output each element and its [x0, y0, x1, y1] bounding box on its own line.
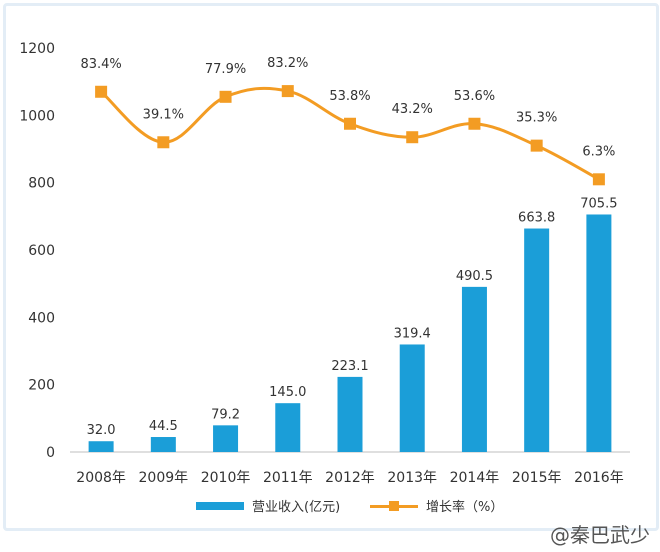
y-tick-label: 200: [28, 378, 55, 394]
bar-value-label: 145.0: [269, 385, 306, 400]
bar-value-label: 705.5: [580, 196, 617, 211]
legend-item-revenue: 营业收入(亿元): [196, 496, 340, 515]
bar-value-label: 79.2: [211, 407, 240, 422]
growth-marker: [530, 139, 543, 152]
legend-item-growth: 增长率（%）: [370, 496, 503, 515]
bar: [150, 437, 176, 452]
x-tick-label: 2008年: [76, 470, 126, 486]
growth-value-label: 77.9%: [205, 62, 246, 77]
bar: [461, 286, 487, 452]
growth-value-label: 6.3%: [582, 144, 615, 159]
y-tick-label: 400: [28, 310, 55, 326]
x-tick-label: 2014年: [450, 470, 500, 486]
growth-marker: [281, 85, 294, 98]
bar: [275, 403, 301, 452]
growth-marker: [468, 117, 481, 130]
bar-value-label: 663.8: [518, 211, 555, 226]
x-tick-label: 2011年: [263, 470, 313, 486]
growth-value-label: 53.8%: [329, 89, 370, 104]
x-tick-label: 2015年: [512, 470, 562, 486]
bar: [399, 344, 425, 452]
growth-marker: [157, 136, 170, 149]
growth-value-label: 39.1%: [143, 107, 184, 122]
y-tick-label: 800: [28, 176, 55, 192]
growth-value-label: 43.2%: [392, 102, 433, 117]
y-tick-label: 0: [46, 445, 55, 461]
legend-label-growth: 增长率（%）: [426, 500, 504, 515]
bar: [524, 228, 550, 452]
growth-marker: [592, 173, 605, 186]
x-tick-label: 2010年: [201, 470, 251, 486]
combo-chart: 0 200 400 600 800 1000 1200 32.0 2008年 44.5 2009年 7…: [19, 41, 630, 486]
growth-value-label: 83.2%: [267, 56, 308, 71]
y-tick-label: 1200: [19, 41, 55, 57]
bar-value-label: 319.4: [394, 326, 431, 341]
x-tick-label: 2012年: [325, 470, 375, 486]
bar-value-label: 44.5: [149, 419, 178, 434]
x-tick-label: 2016年: [574, 470, 624, 486]
growth-marker: [219, 90, 232, 103]
legend-swatch-bar: [196, 501, 244, 510]
legend: 营业收入(亿元) 增长率（%）: [0, 496, 660, 520]
bar-value-label: 223.1: [331, 359, 368, 374]
bar-value-label: 32.0: [87, 423, 116, 438]
legend-label-revenue: 营业收入(亿元): [252, 500, 341, 515]
x-tick-label: 2009年: [139, 470, 189, 486]
y-tick-label: 600: [28, 243, 55, 259]
legend-swatch-line: [370, 500, 418, 512]
bar: [213, 425, 239, 452]
growth-value-label: 35.3%: [516, 111, 557, 126]
bar: [586, 214, 612, 452]
growth-value-label: 83.4%: [80, 57, 121, 72]
watermark: @秦巴武少: [550, 523, 650, 547]
growth-value-label: 53.6%: [454, 89, 495, 104]
y-tick-label: 1000: [19, 108, 55, 124]
x-tick-label: 2013年: [387, 470, 437, 486]
growth-marker: [406, 131, 419, 144]
growth-marker: [95, 85, 108, 98]
growth-marker: [344, 117, 356, 130]
bar: [337, 376, 363, 452]
bar-value-label: 490.5: [456, 269, 493, 284]
bar: [88, 441, 114, 452]
